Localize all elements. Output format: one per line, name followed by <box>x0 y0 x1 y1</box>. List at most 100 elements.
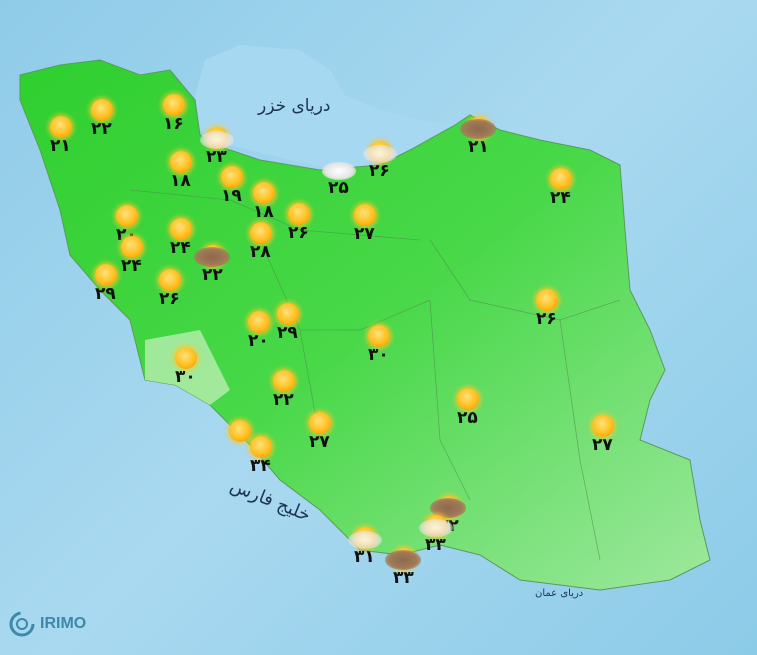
caspian-sea <box>195 45 455 170</box>
weather-station: ۲۶ <box>361 141 401 185</box>
temperature-value: ۲۲ <box>202 265 223 285</box>
sun-icon <box>309 412 331 434</box>
temperature-value: ۳۱ <box>354 547 375 567</box>
temperature-value: ۳۴ <box>250 456 271 476</box>
sun-icon <box>248 311 270 333</box>
weather-station: ۲۱ <box>460 117 500 161</box>
weather-station: ۱۶ <box>155 94 195 138</box>
weather-station: ۲۱ <box>42 116 82 160</box>
irimo-swirl-icon <box>9 611 35 637</box>
sun-icon <box>277 303 299 325</box>
weather-station: ۲۹ <box>269 303 309 347</box>
sun-icon <box>170 151 192 173</box>
temperature-value: ۲۹ <box>95 284 116 304</box>
sun-icon <box>163 94 185 116</box>
sun-icon <box>250 436 272 458</box>
sun-icon <box>121 236 143 258</box>
sun-icon <box>175 347 197 369</box>
sun-icon <box>250 222 272 244</box>
temperature-value: ۳۰ <box>368 345 389 365</box>
oman-sea-label: دریای عمان <box>535 588 584 599</box>
province-borders <box>129 189 621 561</box>
weather-station: ۲۰ <box>240 311 280 355</box>
temperature-value: ۲۷ <box>354 224 375 244</box>
weather-station: ۲۶ <box>528 289 568 333</box>
sun-icon <box>159 269 181 291</box>
weather-station: ۲۴ <box>542 168 582 212</box>
sun-icon <box>273 370 295 392</box>
sun-icon <box>91 99 113 121</box>
weather-station: ۲۴ <box>162 218 202 262</box>
temperature-value: ۲۴ <box>121 256 142 276</box>
weather-station: ۲۵ <box>449 388 489 432</box>
cloud-icon <box>363 145 397 163</box>
sun-icon <box>221 166 243 188</box>
weather-station: ۲۴ <box>113 236 153 280</box>
weather-station: ۲۷ <box>584 415 624 459</box>
weather-station: ۳۱ <box>346 527 386 571</box>
weather-station: ۲۲ <box>265 370 305 414</box>
temperature-value: ۱۶ <box>163 114 184 134</box>
sun-icon <box>354 204 376 226</box>
temperature-value: ۲۹ <box>277 323 298 343</box>
temperature-value: ۱۸ <box>253 202 274 222</box>
weather-station: ۲۲ <box>83 99 123 143</box>
temperature-value: ۲۴ <box>550 188 571 208</box>
sun-icon <box>116 205 138 227</box>
caspian-sea-label: دریای خزر <box>258 96 331 116</box>
cloud-icon <box>419 519 453 537</box>
sun-icon <box>95 264 117 286</box>
logo-text: IRIMO <box>40 615 87 632</box>
temperature-value: ۳۳ <box>393 568 414 588</box>
weather-station: ۲۶ <box>151 269 191 313</box>
temperature-value: ۲۱ <box>468 137 489 157</box>
weather-station: ۲۳ <box>198 127 238 171</box>
sun-icon <box>288 203 310 225</box>
weather-station: ۱۸ <box>162 151 202 195</box>
cloud-icon <box>200 131 234 149</box>
temperature-value: ۲۷ <box>309 432 330 452</box>
sun-icon <box>229 420 251 442</box>
temperature-value: ۳۰ <box>175 367 196 387</box>
weather-station: ۲۸ <box>242 222 282 266</box>
weather-station: ۲۶ <box>280 203 320 247</box>
weather-station: ۲۷ <box>301 412 341 456</box>
dust-icon <box>430 498 466 518</box>
weather-station: ۳۰ <box>360 325 400 369</box>
temperature-value: ۲۵ <box>457 408 478 428</box>
temperature-value: ۲۲ <box>273 390 294 410</box>
weather-station: ۳۰ <box>167 347 207 391</box>
temperature-value: ۲۶ <box>536 309 557 329</box>
sun-icon <box>50 116 72 138</box>
temperature-value: ۲۶ <box>369 161 390 181</box>
weather-station: ۱۹ <box>213 166 253 210</box>
weather-station: ۳۳ <box>385 548 425 592</box>
dust-icon <box>194 247 230 267</box>
sun-icon <box>368 325 390 347</box>
sun-icon <box>592 415 614 437</box>
temperature-value: ۲۸ <box>250 242 271 262</box>
cloud-icon <box>322 162 356 180</box>
weather-station: ۳۳ <box>417 515 457 559</box>
sun-icon <box>550 168 572 190</box>
temperature-value: ۲۴ <box>170 238 191 258</box>
temperature-value: ۲۱ <box>50 136 71 156</box>
weather-station: ۳۴ <box>242 436 282 480</box>
temperature-value: ۱۸ <box>170 171 191 191</box>
temperature-value: ۲۰ <box>248 331 269 351</box>
sun-icon <box>536 289 558 311</box>
dust-icon <box>460 119 496 139</box>
temperature-value: ۳۳ <box>425 535 446 555</box>
temperature-value: ۲۲ <box>91 119 112 139</box>
weather-station: ۱۸ <box>245 182 285 226</box>
temperature-value: ۱۹ <box>221 186 242 206</box>
temperature-value: ۲۵ <box>328 178 349 198</box>
weather-station: ۲۵ <box>320 158 360 202</box>
weather-station: ۲۲ <box>194 245 234 289</box>
temperature-value: ۲۳ <box>206 147 227 167</box>
temperature-value: ۲۶ <box>159 289 180 309</box>
temperature-value: ۲۶ <box>288 223 309 243</box>
irimo-logo: IRIMO <box>8 610 86 638</box>
